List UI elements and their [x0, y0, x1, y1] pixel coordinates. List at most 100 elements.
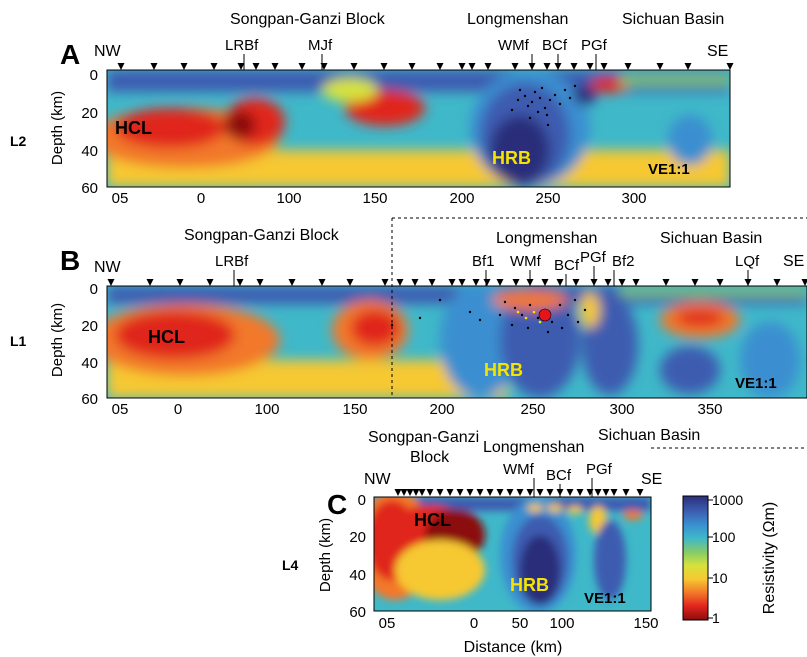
panel-a-region-songpan: Songpan-Ganzi Block — [230, 11, 386, 28]
station-marker — [436, 63, 444, 70]
panel-b-mainshock-marker — [538, 308, 552, 322]
panel-b-xtick: 100 — [254, 401, 279, 418]
station-marker — [566, 489, 574, 496]
station-marker — [526, 489, 534, 496]
station-marker — [546, 489, 554, 496]
panel-a-ylabel: Depth (km) — [49, 91, 66, 165]
station-marker — [446, 489, 454, 496]
station-marker — [346, 279, 354, 286]
panel-a-fault-lrbf: LRBf — [225, 37, 259, 54]
panel-c-ytick: 60 — [349, 604, 366, 621]
station-marker — [600, 63, 608, 70]
panel-a-end-se: SE — [707, 43, 728, 60]
station-marker — [252, 63, 260, 70]
station-marker — [394, 489, 402, 496]
station-marker — [298, 63, 306, 70]
panel-c-xtick: 150 — [633, 615, 658, 632]
panel-a-resistivity-map — [107, 70, 730, 187]
station-marker — [604, 279, 612, 286]
station-marker — [543, 63, 551, 70]
panel-c-xtick: 05 — [379, 615, 396, 632]
panel-b-xtick: 300 — [609, 401, 634, 418]
panel-a-xtick: 05 — [112, 190, 129, 207]
panel-b-stations — [107, 279, 807, 286]
station-marker — [691, 279, 699, 286]
station-marker — [506, 489, 514, 496]
panel-b: B L1 NW SE Songpan-Ganzi Block Longmensh… — [10, 217, 807, 449]
station-marker — [408, 63, 416, 70]
station-marker — [618, 279, 626, 286]
panel-c-xtick: 0 — [470, 615, 478, 632]
panel-b-letter: B — [60, 245, 80, 276]
panel-a-yticks: 0 20 40 60 — [81, 67, 98, 197]
panel-b-ytick: 60 — [81, 391, 98, 408]
panel-c-xlabel: Distance (km) — [464, 639, 563, 656]
station-marker — [271, 63, 279, 70]
station-marker — [511, 63, 519, 70]
station-marker — [468, 63, 476, 70]
station-marker — [610, 489, 618, 496]
panel-b-fault-wmf: WMf — [510, 253, 542, 270]
station-marker — [210, 63, 218, 70]
colorbar-tick: 100 — [712, 529, 736, 545]
station-marker — [206, 279, 214, 286]
panel-a-region-sichuan: Sichuan Basin — [622, 11, 724, 28]
panel-b-xtick: 0 — [174, 401, 182, 418]
panel-a-ytick: 40 — [81, 143, 98, 160]
station-marker — [176, 279, 184, 286]
panel-a-end-nw: NW — [94, 43, 122, 60]
panel-c-ytick: 0 — [358, 492, 366, 509]
station-marker — [684, 63, 692, 70]
panel-b-fault-pgf: PGf — [580, 249, 607, 266]
panel-b-ytick: 20 — [81, 318, 98, 335]
panel-b-annotation-ve: VE1:1 — [735, 375, 777, 392]
panel-a-xtick: 200 — [449, 190, 474, 207]
panel-a-ytick: 60 — [81, 180, 98, 197]
station-marker — [773, 279, 781, 286]
station-marker — [472, 279, 480, 286]
panel-b-fault-lqf: LQf — [735, 253, 760, 270]
panel-a-annotation-ve: VE1:1 — [648, 161, 690, 178]
station-marker — [117, 63, 125, 70]
station-marker — [602, 489, 610, 496]
panel-b-ytick: 0 — [90, 281, 98, 298]
station-marker — [586, 63, 594, 70]
panel-b-end-se: SE — [783, 253, 804, 270]
station-marker — [380, 63, 388, 70]
station-marker — [801, 279, 807, 286]
panel-c-region-block: Block — [410, 449, 450, 466]
panel-a-fault-pgf: PGf — [581, 37, 608, 54]
station-marker — [458, 63, 466, 70]
station-marker — [632, 279, 640, 286]
station-marker — [146, 279, 154, 286]
station-marker — [350, 63, 358, 70]
panel-c-ylabel: Depth (km) — [317, 518, 334, 592]
panel-b-resistivity-map — [107, 286, 807, 398]
colorbar: 1000 100 10 1 Resistivity (Ωm) — [682, 492, 778, 626]
panel-c-resistivity-map — [374, 497, 651, 611]
panel-a-fault-mjf: MJf — [308, 37, 333, 54]
panel-a: A L2 NW SE Songpan-Ganzi Block Longmensh… — [10, 11, 734, 207]
panel-a-annotation-hcl: HCL — [115, 118, 152, 138]
station-marker — [400, 489, 408, 496]
panel-a-ytick: 0 — [90, 67, 98, 84]
colorbar-label: Resistivity (Ωm) — [761, 502, 778, 614]
station-marker — [594, 489, 602, 496]
panel-b-region-sichuan: Sichuan Basin — [660, 230, 762, 247]
station-marker — [318, 279, 326, 286]
panel-c-letter: C — [327, 489, 347, 520]
panel-a-fault-bcf: BCf — [542, 37, 568, 54]
panel-a-xtick: 250 — [535, 190, 560, 207]
panel-b-yticks: 0 20 40 60 — [81, 281, 98, 408]
panel-b-fault-bcf: BCf — [554, 257, 580, 274]
panel-b-line-label: L1 — [10, 333, 27, 349]
panel-c-annotation-hrb: HRB — [510, 575, 549, 595]
panel-b-seismicity — [390, 298, 587, 334]
station-marker — [556, 279, 564, 286]
panel-b-ylabel: Depth (km) — [49, 303, 66, 377]
station-marker — [576, 489, 584, 496]
colorbar-tick: 1000 — [712, 492, 743, 508]
panel-c-fault-bcf: BCf — [546, 467, 572, 484]
panel-a-xtick: 0 — [197, 190, 205, 207]
